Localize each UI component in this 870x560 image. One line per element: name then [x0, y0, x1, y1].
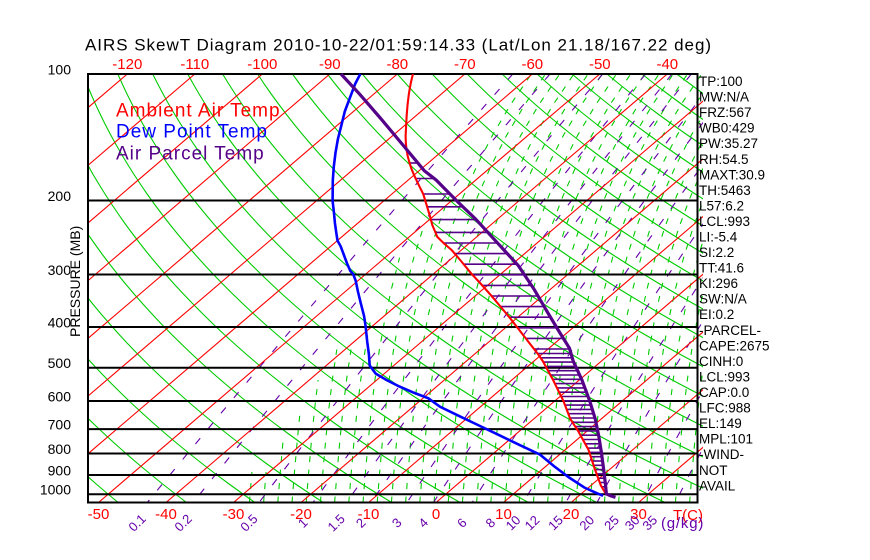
svg-text:-WIND-: -WIND-	[699, 447, 744, 462]
svg-text:-20: -20	[290, 506, 312, 523]
svg-text:100: 100	[48, 62, 72, 78]
svg-text:AVAIL: AVAIL	[699, 478, 736, 493]
svg-text:200: 200	[48, 188, 72, 204]
svg-text:RH:54.5: RH:54.5	[699, 152, 749, 167]
svg-text:700: 700	[48, 417, 72, 433]
svg-text:LCL:993: LCL:993	[699, 369, 750, 384]
svg-text:-110: -110	[180, 56, 209, 73]
svg-text:MW:N/A: MW:N/A	[699, 90, 749, 105]
svg-text:SW:N/A: SW:N/A	[699, 292, 747, 307]
svg-text:-90: -90	[319, 56, 341, 73]
svg-text:30: 30	[630, 506, 647, 523]
svg-text:-50: -50	[88, 506, 110, 523]
svg-text:LCL:993: LCL:993	[699, 214, 750, 229]
svg-text:PRESSURE (MB): PRESSURE (MB)	[67, 226, 83, 337]
svg-text:-120: -120	[112, 56, 142, 73]
svg-text:10: 10	[495, 506, 512, 523]
svg-text:Ambient Air Temp: Ambient Air Temp	[116, 101, 281, 122]
svg-text:MAXT:30.9: MAXT:30.9	[699, 167, 765, 182]
svg-text:L57:6.2: L57:6.2	[699, 198, 744, 213]
svg-text:MPL:101: MPL:101	[699, 432, 753, 447]
svg-text:-10: -10	[358, 506, 380, 523]
svg-text:20: 20	[563, 506, 580, 523]
svg-text:0: 0	[432, 506, 440, 523]
svg-text:(g/kg): (g/kg)	[661, 515, 704, 532]
svg-text:600: 600	[48, 389, 72, 405]
svg-text:-80: -80	[386, 56, 408, 73]
svg-text:1000: 1000	[40, 482, 71, 498]
svg-text:PW:35.27: PW:35.27	[699, 136, 758, 151]
svg-text:-40: -40	[155, 506, 177, 523]
svg-text:900: 900	[48, 463, 72, 479]
svg-text:Dew Point Temp: Dew Point Temp	[116, 122, 268, 143]
svg-text:400: 400	[48, 315, 72, 331]
svg-text:CINH:0: CINH:0	[699, 354, 743, 369]
svg-text:WB0:429: WB0:429	[699, 121, 755, 136]
svg-text:-70: -70	[454, 56, 476, 73]
svg-text:LFC:988: LFC:988	[699, 401, 751, 416]
svg-text:NOT: NOT	[699, 463, 728, 478]
svg-text:LI:-5.4: LI:-5.4	[699, 230, 738, 245]
svg-text:800: 800	[48, 441, 72, 457]
svg-text:300: 300	[48, 262, 72, 278]
svg-text:-100: -100	[247, 56, 277, 73]
svg-text:TT:41.6: TT:41.6	[699, 261, 744, 276]
svg-text:-50: -50	[589, 56, 611, 73]
svg-text:T(C): T(C)	[673, 507, 703, 524]
svg-text:500: 500	[48, 355, 72, 371]
svg-text:-PARCEL-: -PARCEL-	[699, 323, 761, 338]
svg-text:-40: -40	[656, 56, 678, 73]
svg-text:Air Parcel Temp: Air Parcel Temp	[116, 144, 265, 165]
svg-text:TP:100: TP:100	[699, 74, 743, 89]
svg-text:FRZ:567: FRZ:567	[699, 105, 752, 120]
svg-text:EI:0.2: EI:0.2	[699, 307, 734, 322]
svg-text:CAPE:2675: CAPE:2675	[699, 338, 770, 353]
svg-text:EL:149: EL:149	[699, 416, 742, 431]
svg-text:KI:296: KI:296	[699, 276, 738, 291]
svg-text:TH:5463: TH:5463	[699, 183, 751, 198]
svg-text:AIRS SkewT Diagram 2010-10-22/: AIRS SkewT Diagram 2010-10-22/01:59:14.3…	[85, 36, 712, 55]
svg-text:SI:2.2: SI:2.2	[699, 245, 734, 260]
svg-text:CAP:0.0: CAP:0.0	[699, 385, 749, 400]
svg-text:-30: -30	[223, 506, 245, 523]
svg-text:-60: -60	[521, 56, 543, 73]
